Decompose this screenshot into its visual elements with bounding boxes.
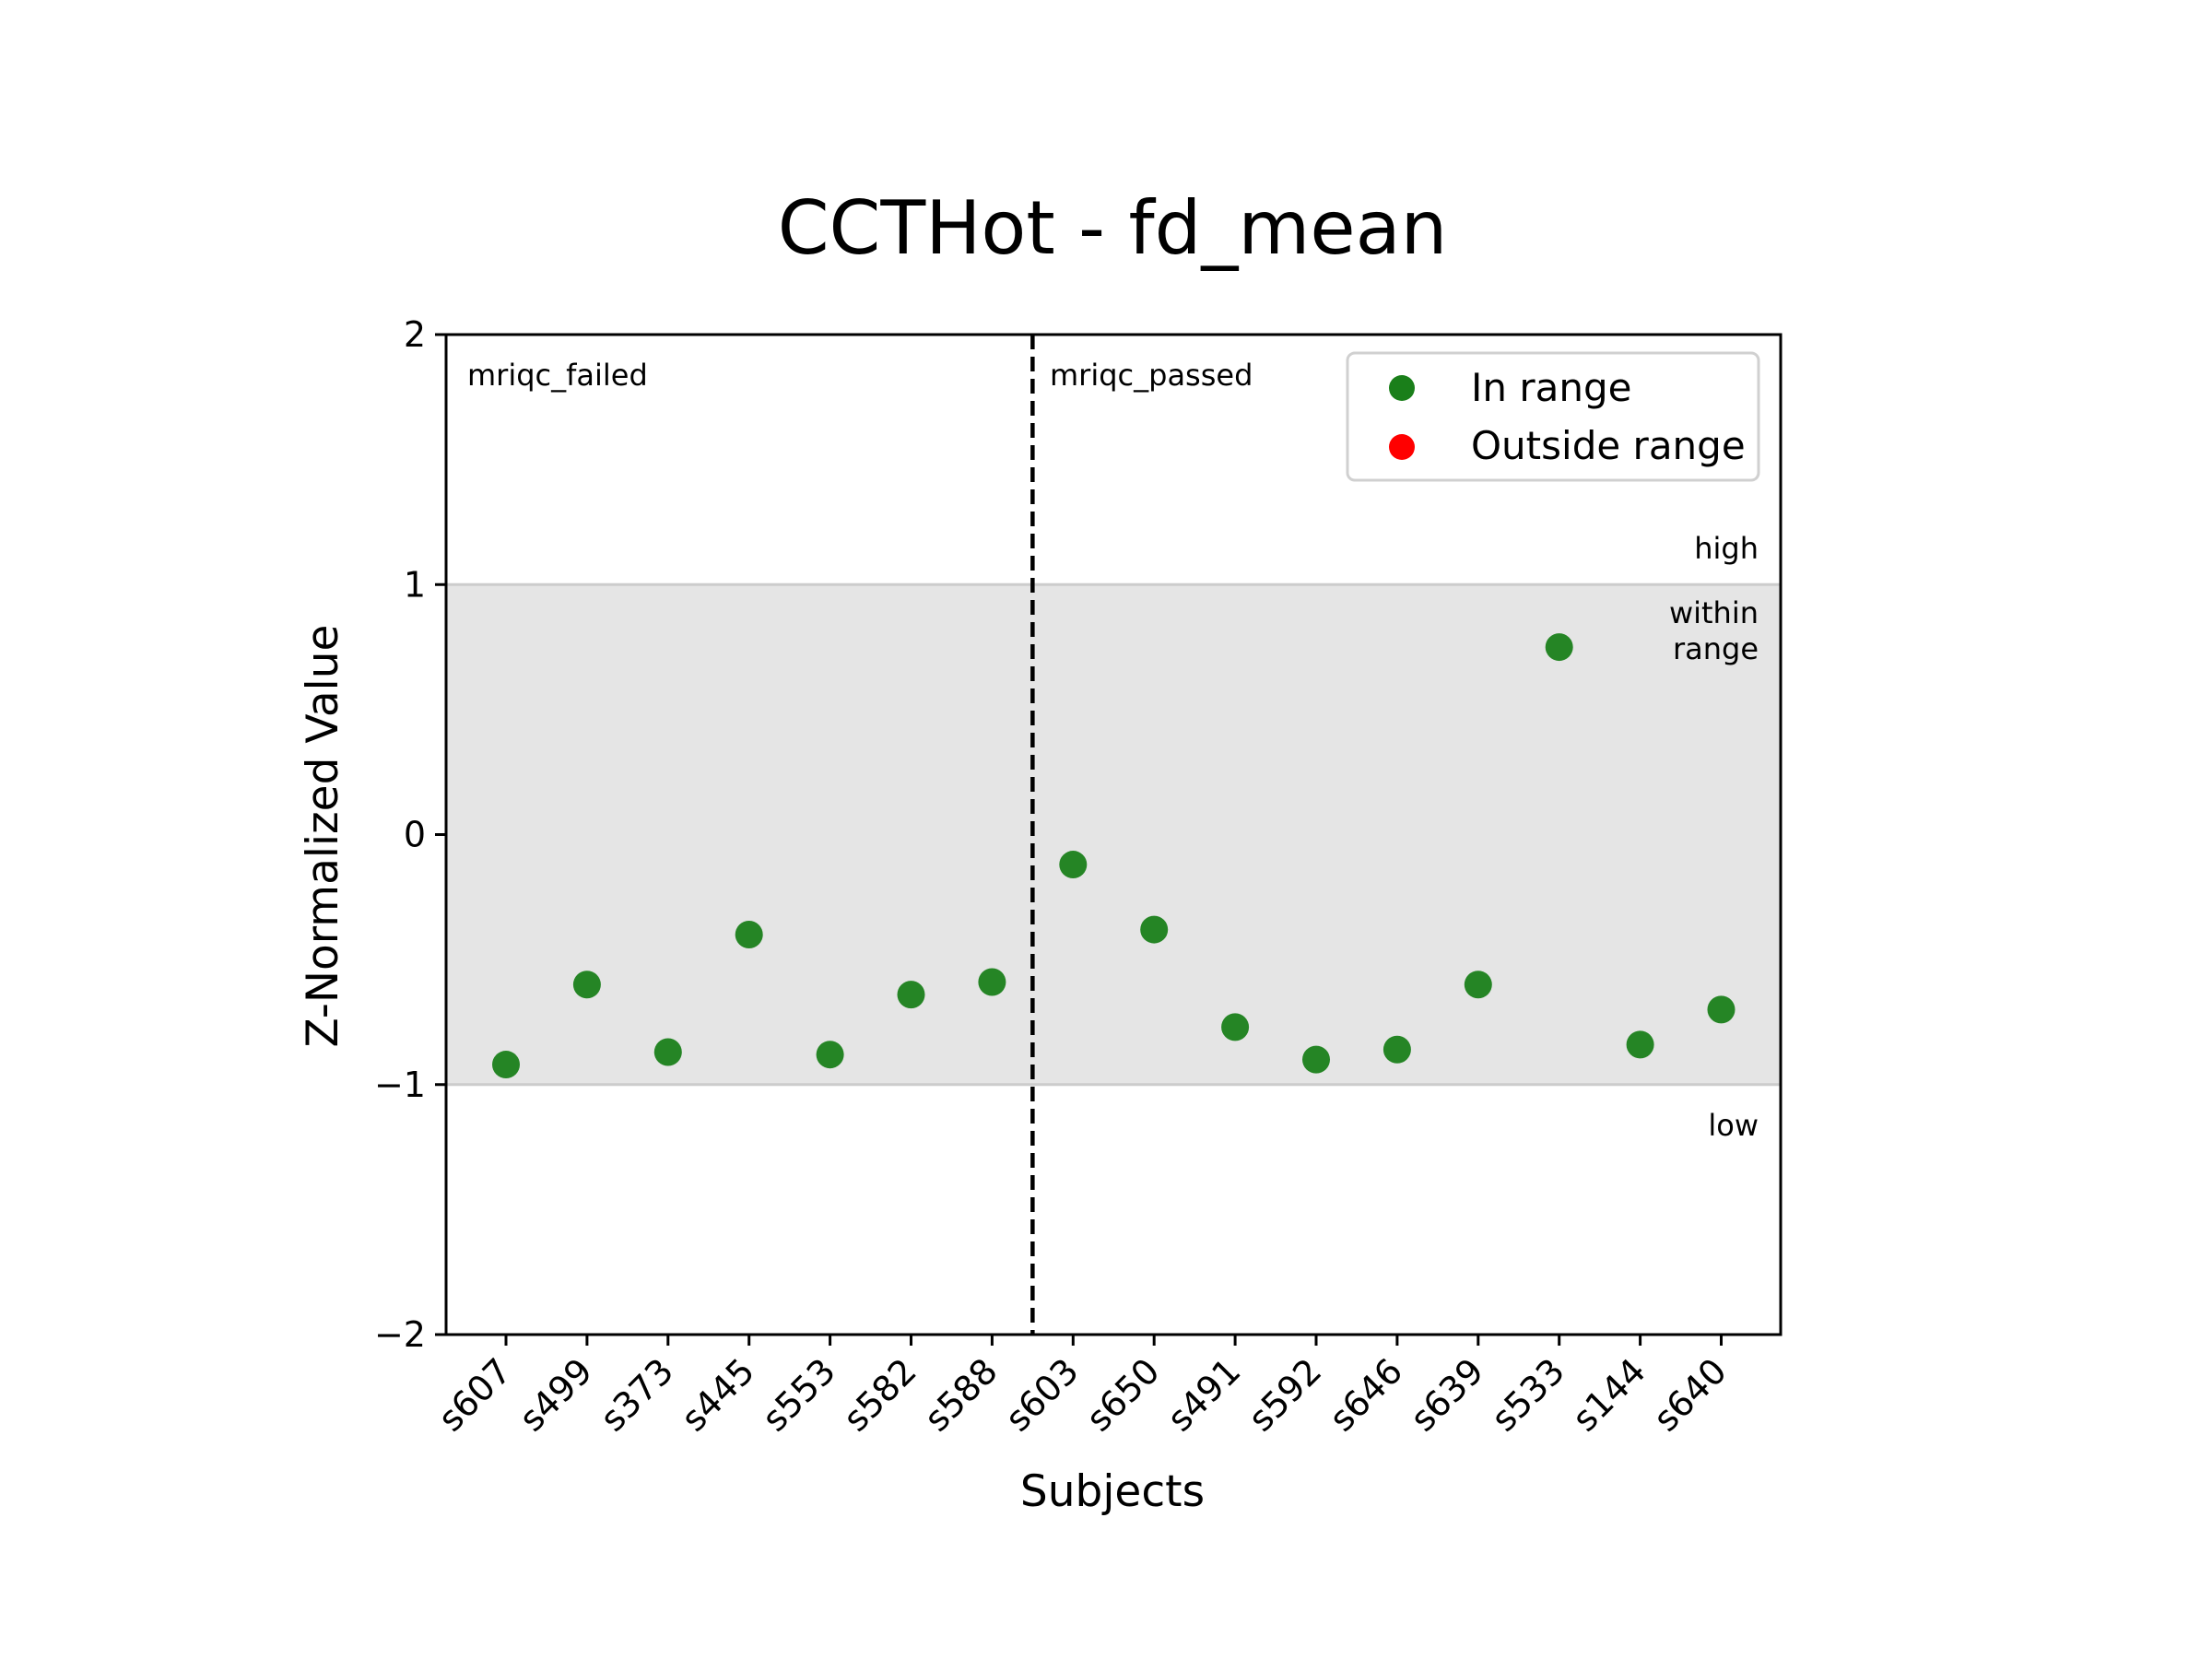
data-point-s582 xyxy=(898,981,925,1008)
y-tick-label: 2 xyxy=(404,314,426,355)
data-point-s607 xyxy=(492,1051,520,1078)
y-tick-label: 1 xyxy=(404,564,426,605)
data-point-s373 xyxy=(654,1038,682,1065)
data-point-s491 xyxy=(1221,1013,1249,1041)
data-point-s640 xyxy=(1708,995,1735,1023)
data-point-s553 xyxy=(817,1041,844,1068)
data-point-s144 xyxy=(1627,1030,1654,1058)
band-label-range: range xyxy=(1673,631,1759,666)
data-point-s646 xyxy=(1383,1036,1411,1064)
legend: In range Outside range xyxy=(1347,353,1759,480)
x-axis-label: Subjects xyxy=(1020,1466,1205,1517)
data-point-s650 xyxy=(1140,916,1168,944)
band-label-low: low xyxy=(1708,1108,1759,1143)
data-point-s445 xyxy=(735,921,763,948)
within-range-band xyxy=(446,584,1781,1085)
y-axis-label: Z-Normalized Value xyxy=(298,625,348,1048)
data-point-s533 xyxy=(1546,633,1573,661)
group-label-failed: mriqc_failed xyxy=(467,358,648,393)
data-point-s603 xyxy=(1059,851,1087,878)
band-label-within: within xyxy=(1669,595,1759,630)
data-point-s639 xyxy=(1465,971,1492,998)
band-label-high: high xyxy=(1694,531,1759,566)
legend-marker-outside-range xyxy=(1389,434,1415,460)
data-point-s499 xyxy=(573,971,601,998)
legend-label-in-range: In range xyxy=(1471,365,1631,410)
legend-label-outside-range: Outside range xyxy=(1471,423,1746,468)
y-tick-label: 0 xyxy=(404,815,426,855)
chart-title: CCTHot - fd_mean xyxy=(778,185,1448,271)
y-tick-label: −2 xyxy=(374,1314,426,1355)
y-tick-label: −1 xyxy=(374,1065,426,1105)
data-point-s588 xyxy=(978,969,1006,996)
legend-marker-in-range xyxy=(1389,375,1415,401)
group-label-passed: mriqc_passed xyxy=(1050,358,1253,393)
data-point-s592 xyxy=(1302,1046,1330,1074)
